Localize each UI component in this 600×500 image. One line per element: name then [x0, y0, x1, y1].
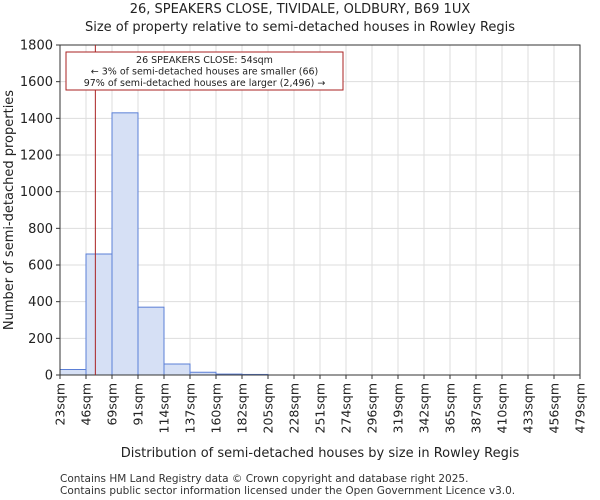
annotation-line-2: ← 3% of semi-detached houses are smaller… [91, 67, 319, 78]
x-tick-label: 365sqm [443, 383, 458, 433]
x-tick-label: 479sqm [573, 383, 588, 433]
histogram-bar [85, 253, 113, 376]
y-tick-label: 200 [28, 332, 53, 347]
y-tick-label: 1600 [20, 75, 53, 90]
x-tick-label: 137sqm [183, 383, 198, 433]
y-tick-label: 400 [28, 295, 53, 310]
x-tick-label: 296sqm [365, 383, 380, 433]
x-tick-label: 160sqm [209, 383, 224, 433]
x-axis-label: Distribution of semi-detached houses by … [121, 446, 520, 461]
y-tick-label: 1800 [20, 39, 53, 54]
annotation-box [65, 51, 344, 91]
x-tick-label: 23sqm [53, 383, 68, 426]
histogram-bar [163, 363, 191, 376]
footer-line-2: Contains public sector information licen… [60, 485, 516, 497]
x-tick-label: 182sqm [235, 383, 250, 433]
x-tick-label: 319sqm [391, 383, 406, 433]
x-tick-label: 342sqm [417, 383, 432, 433]
y-tick-label: 1200 [20, 149, 53, 164]
annotation-line-3: 97% of semi-detached houses are larger (… [84, 78, 326, 89]
x-tick-label: 274sqm [339, 383, 354, 433]
y-tick-label: 1000 [20, 185, 53, 200]
chart-title: 26, SPEAKERS CLOSE, TIVIDALE, OLDBURY, B… [129, 2, 471, 17]
y-tick-label: 1400 [20, 112, 53, 127]
x-tick-label: 251sqm [313, 383, 328, 433]
annotation-line-1: 26 SPEAKERS CLOSE: 54sqm [136, 55, 273, 66]
x-tick-label: 91sqm [131, 383, 146, 426]
x-tick-label: 114sqm [157, 383, 172, 433]
y-axis-label: Number of semi-detached properties [2, 90, 17, 330]
footer-line-1: Contains HM Land Registry data © Crown c… [60, 473, 469, 485]
x-tick-label: 228sqm [287, 383, 302, 433]
x-tick-label: 69sqm [105, 383, 120, 426]
x-tick-label: 387sqm [469, 383, 484, 433]
x-tick-label: 410sqm [495, 383, 510, 433]
histogram-bar [111, 112, 139, 376]
y-tick-label: 0 [45, 369, 53, 384]
histogram-bar [137, 306, 165, 376]
x-tick-label: 46sqm [79, 383, 94, 426]
y-tick-label: 600 [28, 259, 53, 274]
y-tick-label: 800 [28, 222, 53, 237]
x-tick-label: 205sqm [261, 383, 276, 433]
x-tick-label: 433sqm [521, 383, 536, 433]
x-tick-label: 456sqm [547, 383, 562, 433]
chart-subtitle: Size of property relative to semi-detach… [84, 20, 516, 35]
histogram-bar [59, 369, 87, 376]
